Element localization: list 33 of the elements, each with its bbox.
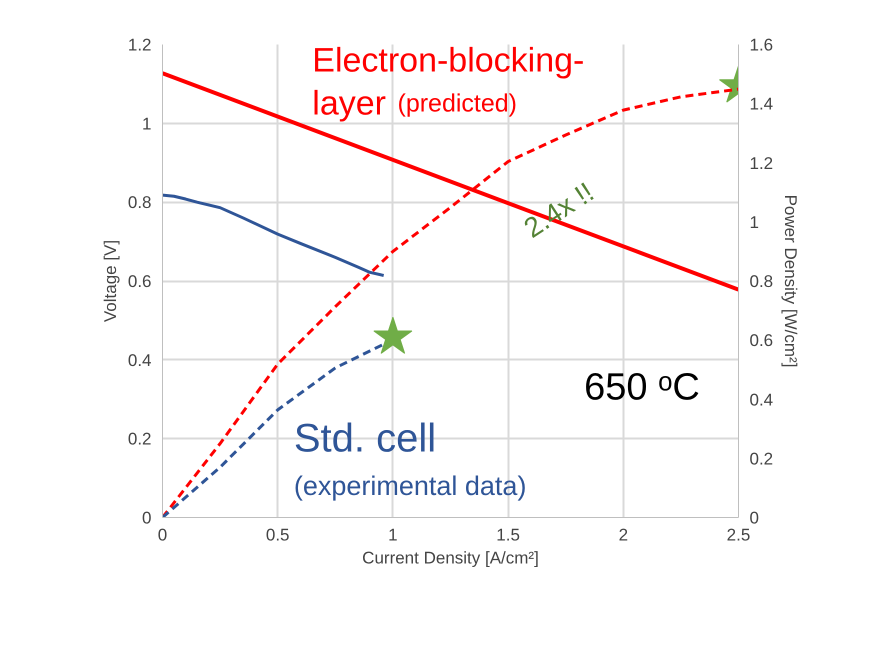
y-tick-label: 0.2 [128,430,152,449]
y2-tick-label: 1.2 [750,154,774,173]
y2-tick-label: 0.8 [750,272,774,291]
annotation: layer [312,84,386,123]
x-axis-title: Current Density [A/cm²] [362,548,539,568]
y-tick-label: 1.2 [128,36,152,54]
x-tick-label: 2 [618,526,628,544]
y2-axis-title: Power Density [W/cm²] [781,194,800,368]
x-tick-label: 1.5 [496,526,520,544]
annotation: Electron-blocking- [312,41,584,80]
y-tick-label: 1 [142,114,152,134]
y-tick-label: 0.6 [128,272,152,291]
y2-tick-label: 1 [750,212,759,232]
annotation: 2.4x !! [518,176,600,244]
y2-tick-label: 1.6 [750,36,774,54]
y-tick-label: 0 [142,508,152,528]
x-tick-label: 2.5 [726,526,750,544]
line-series [162,194,386,277]
x-tick-label: 1 [388,526,398,544]
x-tick-label: 0 [158,526,168,544]
annotation: Std. cell [294,416,436,461]
y2-tick-label: 0.6 [750,331,774,350]
annotation: (experimental data) [294,470,526,501]
y2-tick-label: 0.2 [750,449,774,468]
annotation: (predicted) [398,90,518,118]
x-tick-label: 0.5 [266,526,290,544]
annotation: 650 ᵒC [584,366,700,408]
y-tick-label: 0.4 [128,350,152,370]
y-tick-label: 0.8 [128,193,152,212]
y2-tick-label: 1.4 [750,94,774,114]
y-axis-title: Voltage [V] [100,240,120,322]
y2-tick-label: 0.4 [750,390,774,410]
y2-tick-label: 0 [750,508,759,528]
